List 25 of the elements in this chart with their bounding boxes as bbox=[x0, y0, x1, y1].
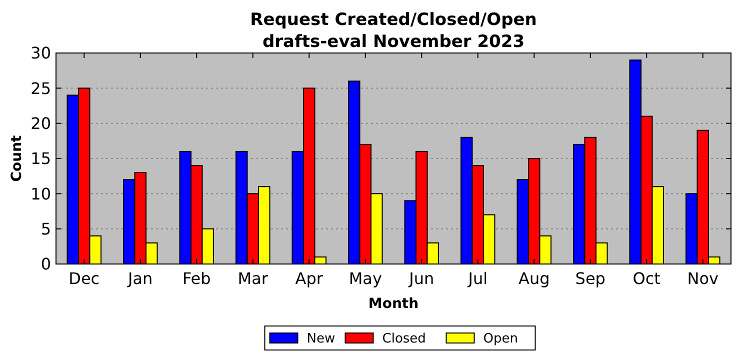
y-tick-label: 10 bbox=[30, 184, 51, 204]
x-tick-label: Jul bbox=[467, 269, 488, 288]
y-tick-label: 0 bbox=[40, 254, 51, 274]
y-tick-label: 5 bbox=[40, 219, 51, 238]
y-tick-label: 30 bbox=[30, 44, 51, 63]
x-tick-label: Oct bbox=[632, 269, 660, 288]
x-tick-label: Mar bbox=[238, 269, 268, 288]
y-axis-title: Count bbox=[9, 134, 25, 182]
y-tick-label: 20 bbox=[30, 114, 51, 133]
y-tick-label: 25 bbox=[30, 78, 51, 98]
x-axis-title: Month bbox=[368, 296, 419, 312]
x-tick-label: Nov bbox=[687, 269, 718, 288]
x-tick-label: Jun bbox=[408, 269, 434, 288]
legend-label: Open bbox=[483, 332, 518, 347]
legend-label: Closed bbox=[382, 332, 426, 347]
x-tick-label: Apr bbox=[295, 269, 324, 288]
legend-label: New bbox=[306, 332, 336, 347]
chart-title: Request Created/Closed/Open drafts-eval November 2023 bbox=[250, 10, 537, 52]
x-tick-label: Sep bbox=[575, 269, 606, 288]
x-tick-label: Dec bbox=[68, 269, 100, 288]
y-tick-label: 15 bbox=[30, 149, 51, 168]
x-tick-label: Jan bbox=[127, 269, 153, 288]
x-tick-label: Aug bbox=[518, 269, 550, 288]
x-tick-label: Feb bbox=[182, 269, 211, 288]
x-tick-label: May bbox=[348, 269, 382, 288]
